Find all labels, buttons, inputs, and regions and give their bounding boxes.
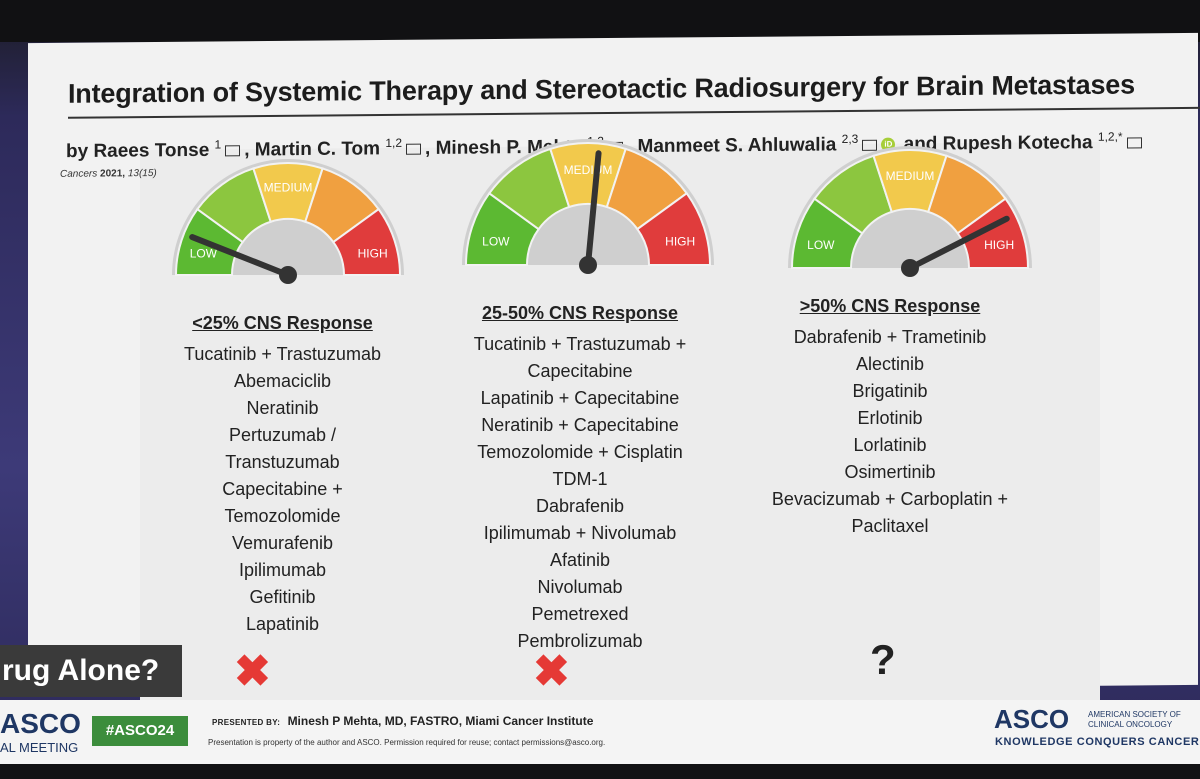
drug-item: Brigatinib [852,381,928,401]
drug-item: Bevacizumab + Carboplatin + [771,489,1009,509]
asco-logo-left: ASCO [0,708,81,739]
x-mark-icon: ✖ [533,647,570,696]
author-name: Minesh P. Mehta [435,136,582,159]
email-icon[interactable] [607,141,623,153]
drug-item: Afatinib [549,550,611,570]
presenter-name: Minesh P Mehta, MD, FASTRO, Miami Cancer… [287,714,594,728]
title-underline [68,106,1200,119]
drug-item: Dabrafenib + Trametinib [793,327,987,347]
email-icon[interactable] [406,143,422,155]
drug-item: TDM-1 [552,469,608,489]
slide-title: Integration of Systemic Therapy and Ster… [68,69,1135,109]
author-name: Martin C. Tom [254,138,381,161]
meeting-label: AL MEETING [0,740,79,755]
drug-item: Temozolomide [224,506,341,526]
drug-item: Neratinib [246,398,319,418]
email-icon[interactable] [862,139,878,151]
society-line: CLINICAL ONCOLOGY [1088,720,1173,729]
author-name: Manmeet S. Ahluwalia [637,134,837,158]
asco-logo-right: ASCO [994,704,1070,734]
column-heading: >50% CNS Response [799,296,981,316]
x-mark-icon: ✖ [234,647,271,696]
permission-notice: Presentation is property of the author a… [208,738,606,747]
author-name: and Rupesh Kotecha [903,132,1093,155]
drug-item: Lapatinib [245,614,320,634]
drug-item: Capecitabine [527,361,633,381]
drug-list: Dabrafenib + Trametinib Alectinib Brigatin… [755,324,1025,540]
drug-item: Tucatinib + Trastuzumab + [473,334,687,354]
drug-item: Nivolumab [537,577,623,597]
drug-item: Capecitabine + [222,479,343,499]
citation-volume: 13(15) [127,167,157,180]
presented-by: PRESENTED BY: Minesh P Mehta, MD, FASTRO… [212,714,593,728]
drug-item: Paclitaxel [851,516,929,536]
presented-label: PRESENTED BY: [212,718,281,727]
author-affiliation: 1,2,* [1097,129,1123,144]
footer: ASCO AL MEETING #ASCO24 PRESENTED BY: Mi… [0,700,1200,764]
drug-item: Lorlatinib [853,435,927,455]
citation-year: 2021, [100,168,126,180]
side-label: rug Alone? [0,645,182,697]
drug-item: Osimertinib [844,462,936,482]
drug-item: Pertuzumab / [228,425,337,445]
author-affiliation: 1 [214,137,222,152]
drug-item: Erlotinib [857,408,923,428]
author-affiliation: 1,2 [587,134,604,149]
column-high-response: >50% CNS Response Dabrafenib + Trametini… [755,293,1025,540]
drug-item: Lapatinib + Capecitabine [480,388,680,408]
drug-list: Tucatinib + Trastuzumab Abemaciclib Nerati… [150,341,415,638]
drug-item: Transtuzumab [225,452,340,472]
column-heading: 25-50% CNS Response [481,303,679,323]
drug-item: Tucatinib + Trastuzumab [184,344,381,364]
drug-list: Tucatinib + Trastuzumab + Capecitabine Lap… [440,331,720,655]
drug-item: Temozolomide + Cisplatin [477,442,683,462]
hashtag-badge: #ASCO24 [92,716,188,746]
email-icon[interactable] [1126,137,1142,149]
column-heading: <25% CNS Response [192,313,373,333]
drug-item: Dabrafenib [535,496,625,516]
drug-item: Vemurafenib [231,533,334,553]
column-medium-response: 25-50% CNS Response Tucatinib + Trastuzu… [440,300,720,655]
drug-item: Pembrolizumab [517,631,643,651]
question-mark: ? [870,636,896,683]
drug-item: Ipilimumab [238,560,327,580]
drug-item: Gefitinib [249,587,316,607]
email-icon[interactable] [225,145,241,157]
society-line: AMERICAN SOCIETY OF [1088,710,1181,719]
author-affiliation: 2,3 [841,131,859,147]
author-name: by Raees Tonse [66,139,210,163]
drug-item: Neratinib + Capecitabine [481,415,679,435]
citation: Cancers 2021, 13(15) [60,168,157,180]
column-low-response: <25% CNS Response Tucatinib + Trastuzuma… [150,310,415,638]
asco-tagline: KNOWLEDGE CONQUERS CANCER [995,736,1200,748]
society-name: AMERICAN SOCIETY OF CLINICAL ONCOLOGY [1088,710,1181,730]
orcid-icon[interactable]: iD [881,137,896,152]
drug-item: Pemetrexed [531,604,629,624]
drug-item: Ipilimumab + Nivolumab [483,523,677,543]
author-affiliation: 1,2 [385,135,403,150]
bottom-dark-band [0,764,1200,779]
drug-item: Abemaciclib [233,371,332,391]
citation-journal: Cancers [60,168,98,180]
drug-item: Alectinib [855,354,925,374]
